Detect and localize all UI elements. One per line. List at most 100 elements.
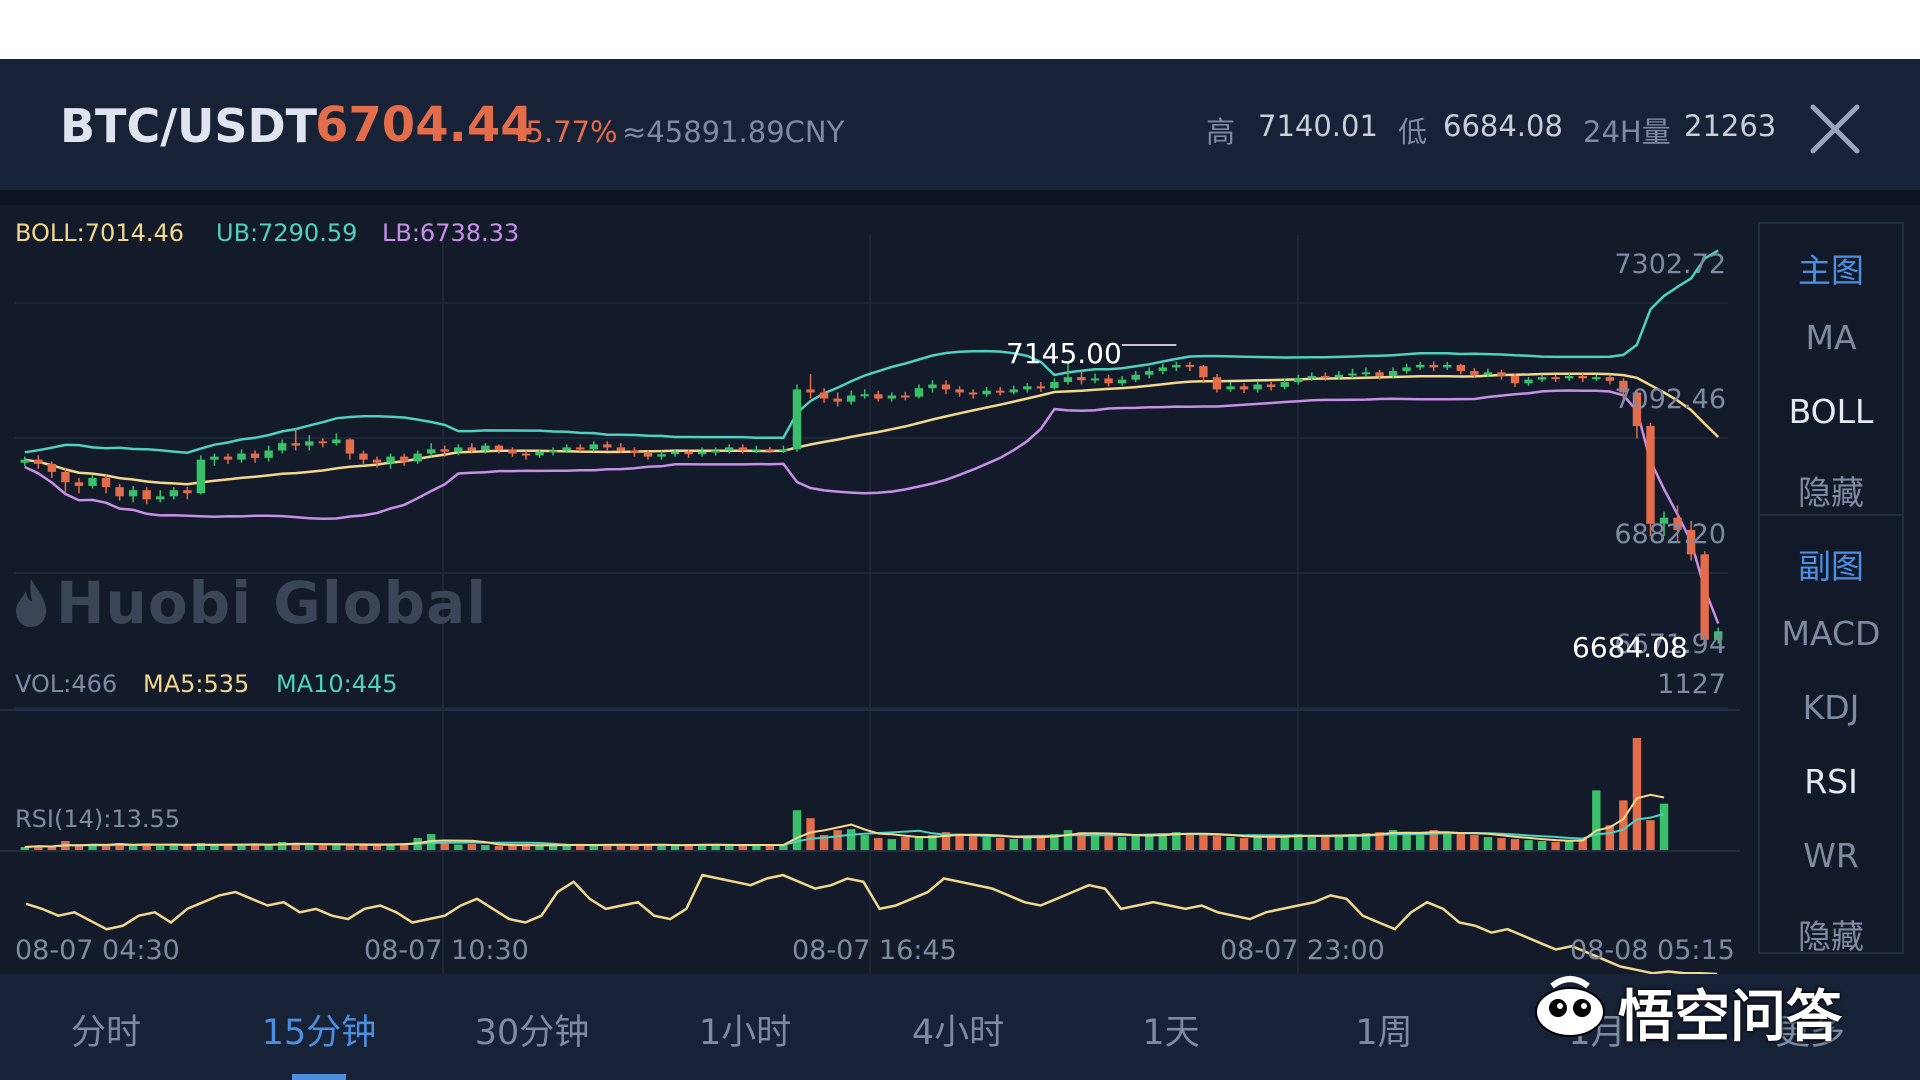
candle-body bbox=[1632, 392, 1642, 427]
volume-bar bbox=[1375, 832, 1384, 850]
candle-body bbox=[1036, 386, 1046, 389]
tab-more[interactable]: 更多 bbox=[1774, 1013, 1846, 1053]
volume-bar bbox=[196, 843, 206, 850]
ma10-legend: MA10:445 bbox=[276, 670, 398, 698]
candle-body bbox=[914, 388, 924, 397]
volume-bar bbox=[156, 846, 165, 850]
volume-bar bbox=[603, 844, 612, 850]
candle-body bbox=[589, 444, 598, 450]
volume-bar bbox=[1361, 833, 1371, 850]
candle-body bbox=[874, 394, 883, 399]
volume-bar bbox=[846, 829, 856, 850]
tab-30min[interactable]: 30分钟 bbox=[474, 1013, 590, 1053]
tab-timeline[interactable]: 分时 bbox=[70, 1013, 142, 1053]
tab-1week[interactable]: 1周 bbox=[1355, 1013, 1413, 1053]
lb-legend: LB:6738.33 bbox=[382, 219, 520, 247]
volume-bar bbox=[1253, 837, 1262, 850]
candle-body bbox=[576, 447, 585, 450]
wukong-logo-icon bbox=[1535, 976, 1605, 1037]
volume-bar bbox=[996, 838, 1005, 850]
volume-bar bbox=[345, 844, 355, 850]
volume-bar bbox=[115, 843, 124, 850]
rsi-legend: RSI(14):13.55 bbox=[15, 805, 181, 833]
volume-bar bbox=[101, 846, 111, 850]
candle-body bbox=[1063, 377, 1073, 383]
low-marker: 6684.08 bbox=[1572, 631, 1688, 664]
volume-bar bbox=[1212, 836, 1222, 850]
volume-bar bbox=[833, 830, 842, 850]
candle-body bbox=[887, 395, 897, 399]
volume-bar bbox=[1266, 836, 1276, 850]
indicator-kdj[interactable]: KDJ bbox=[1802, 688, 1860, 727]
volume-bar bbox=[1470, 835, 1479, 850]
close-icon[interactable] bbox=[1805, 99, 1865, 159]
sub-hide[interactable]: 隐藏 bbox=[1798, 917, 1864, 956]
candle-body bbox=[1605, 377, 1615, 381]
candle-body bbox=[1388, 371, 1398, 376]
candle-body bbox=[156, 496, 165, 500]
indicator-ma[interactable]: MA bbox=[1805, 318, 1857, 357]
candle-body bbox=[1429, 364, 1438, 368]
candle-body bbox=[1415, 364, 1425, 368]
indicator-wr[interactable]: WR bbox=[1803, 836, 1859, 875]
panel-divider bbox=[1760, 514, 1902, 516]
time-axis-tick: 08-07 10:30 bbox=[364, 935, 529, 966]
tab-15min[interactable]: 15分钟 bbox=[261, 1013, 377, 1053]
volume-bar bbox=[1646, 820, 1655, 850]
volume-bar bbox=[819, 835, 829, 850]
candle-body bbox=[250, 453, 260, 458]
volume-bar bbox=[47, 847, 57, 850]
volume-bar bbox=[1402, 834, 1411, 850]
vol24-label: 24H量 bbox=[1583, 115, 1671, 149]
ma5-line bbox=[24, 793, 1665, 848]
volume-bar bbox=[1077, 832, 1086, 850]
candle-body bbox=[305, 441, 314, 446]
candle-body bbox=[1334, 374, 1344, 378]
indicator-boll[interactable]: BOLL bbox=[1788, 392, 1874, 431]
volume-bar bbox=[1415, 835, 1425, 850]
volume-bar bbox=[684, 845, 693, 850]
trading-pair[interactable]: BTC/USDT bbox=[60, 99, 318, 153]
tab-1day[interactable]: 1天 bbox=[1142, 1013, 1200, 1053]
candle-body bbox=[1321, 375, 1330, 378]
volume-bar bbox=[928, 835, 937, 850]
candle-body bbox=[1307, 375, 1316, 379]
candlestick-chart[interactable] bbox=[0, 205, 1740, 1033]
boll-mid-line bbox=[24, 372, 1720, 486]
indicator-rsi[interactable]: RSI bbox=[1804, 762, 1858, 801]
volume-bar bbox=[874, 838, 883, 850]
volume-bar bbox=[1239, 838, 1249, 850]
volume-bar bbox=[1185, 834, 1195, 850]
volume-bar bbox=[1565, 841, 1574, 850]
volume-bar bbox=[1429, 830, 1438, 850]
volume-bar bbox=[1104, 836, 1113, 850]
candle-body bbox=[1090, 378, 1100, 381]
volume-bar bbox=[264, 845, 273, 850]
candle-body bbox=[1565, 375, 1574, 379]
volume-bar bbox=[372, 845, 382, 850]
volume-bar bbox=[630, 845, 639, 850]
tab-1hour[interactable]: 1小时 bbox=[698, 1013, 792, 1053]
candle-body bbox=[1009, 389, 1018, 393]
boll-upper-line bbox=[24, 249, 1719, 454]
candle-body bbox=[860, 394, 869, 397]
candle-body bbox=[521, 453, 531, 456]
candle-body bbox=[1375, 372, 1384, 376]
tab-4hour[interactable]: 4小时 bbox=[911, 1013, 1005, 1053]
candle-body bbox=[901, 395, 910, 398]
time-axis-tick: 08-07 16:45 bbox=[792, 935, 957, 966]
volume-bar bbox=[1050, 834, 1059, 850]
time-axis-tick: 08-07 04:30 bbox=[15, 935, 180, 966]
volume-bar bbox=[1659, 803, 1669, 850]
candle-body bbox=[1294, 378, 1303, 383]
indicator-macd[interactable]: MACD bbox=[1781, 614, 1881, 653]
candle-body bbox=[427, 449, 436, 454]
main-hide[interactable]: 隐藏 bbox=[1798, 473, 1864, 512]
candle-body bbox=[1524, 379, 1533, 384]
volume-bar bbox=[1334, 835, 1344, 850]
volume-bar bbox=[901, 837, 910, 850]
candle-body bbox=[115, 487, 124, 497]
candle-body bbox=[1483, 372, 1493, 375]
volume-bar bbox=[1131, 835, 1140, 850]
volume-bar bbox=[1632, 738, 1642, 850]
